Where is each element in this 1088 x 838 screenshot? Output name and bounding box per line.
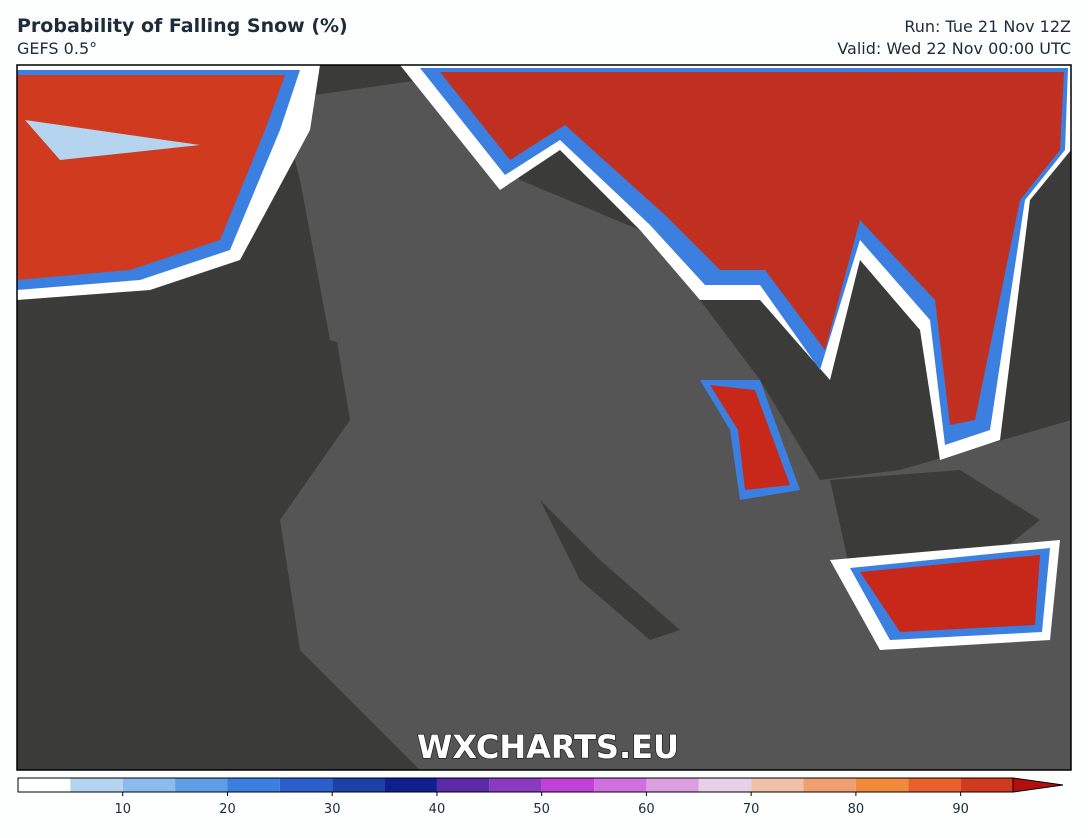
- colorbar-segment: [384, 778, 437, 792]
- subtitle: GEFS 0.5°: [17, 39, 97, 58]
- colorbar-tick-label: 20: [219, 802, 236, 817]
- colorbar-frame: [17, 777, 1014, 793]
- colorbar-segment: [855, 778, 909, 792]
- colorbar-segment: [70, 778, 123, 792]
- colorbar-tick-label: 10: [114, 802, 131, 817]
- watermark: WXCHARTS.EU: [417, 728, 679, 766]
- colorbar-segment: [803, 778, 856, 792]
- colorbar-tick-label: 30: [324, 802, 341, 817]
- colorbar-over-arrow: [1012, 777, 1064, 793]
- colorbar-segment: [332, 778, 385, 792]
- colorbar-segment: [960, 778, 1013, 792]
- run-time: Run: Tue 21 Nov 12Z: [904, 17, 1071, 36]
- colorbar-segment: [122, 778, 176, 792]
- colorbar-segment: [489, 778, 542, 792]
- colorbar-segment: [594, 778, 647, 792]
- colorbar-tick-label: 40: [429, 802, 446, 817]
- valid-time: Valid: Wed 22 Nov 00:00 UTC: [837, 39, 1071, 58]
- colorbar: 10 20 30 40 50 60 70 80 90: [17, 777, 1064, 817]
- colorbar-segment: [908, 778, 961, 792]
- title: Probability of Falling Snow (%): [17, 15, 348, 37]
- colorbar-tick-label: 70: [743, 802, 760, 817]
- colorbar-segment: [227, 778, 280, 792]
- colorbar-tick-label: 60: [638, 802, 655, 817]
- colorbar-segment: [646, 778, 699, 792]
- map: [16, 64, 1072, 771]
- colorbar-segment: [279, 778, 333, 792]
- colorbar-segment: [698, 778, 752, 792]
- colorbar-segment: [541, 778, 595, 792]
- colorbar-tick-label: 50: [533, 802, 550, 817]
- colorbar-segment: [751, 778, 804, 792]
- colorbar-segment: [175, 778, 228, 792]
- colorbar-tick-label: 80: [848, 802, 865, 817]
- colorbar-segment: [436, 778, 490, 792]
- colorbar-segment: [18, 778, 71, 792]
- colorbar-tick-label: 90: [952, 802, 969, 817]
